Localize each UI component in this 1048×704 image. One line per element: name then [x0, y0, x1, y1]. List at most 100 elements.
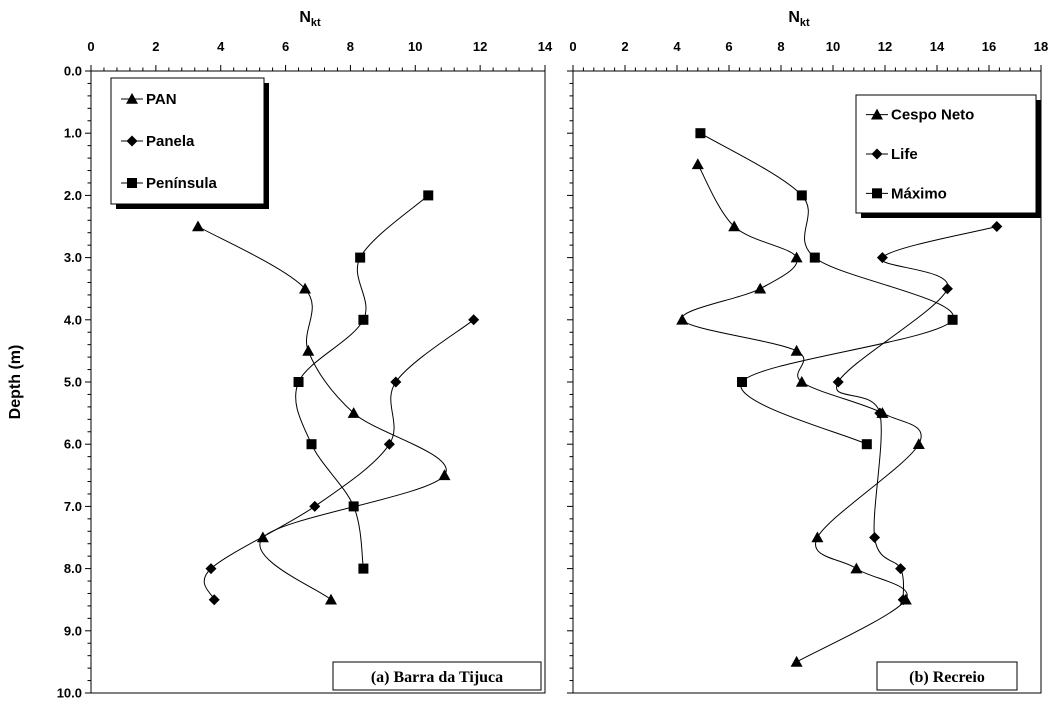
legend-marker-maximo	[872, 188, 882, 199]
x-tick-label: 4	[673, 39, 681, 54]
panel-label-box	[332, 661, 542, 691]
legend-label-maximo: Máximo	[891, 185, 947, 202]
x-axis-title-main: N	[299, 9, 311, 26]
data-point-peninsula	[423, 190, 434, 201]
x-axis-title: Nkt	[788, 9, 810, 29]
data-point-peninsula	[306, 439, 317, 450]
x-axis-title: Nkt	[299, 9, 321, 29]
data-point-maximo	[737, 377, 747, 387]
data-point-panela	[383, 438, 395, 450]
legend-label-life: Life	[891, 146, 918, 163]
data-point-life	[895, 563, 907, 575]
x-tick-label: 2	[621, 39, 628, 54]
panel-label: (b) Recreio	[909, 669, 985, 686]
data-point-life	[941, 283, 953, 295]
x-axis-title-subscript: kt	[311, 17, 321, 29]
data-point-cespo-neto	[790, 655, 803, 667]
y-tick-label: 0.0	[64, 64, 82, 79]
data-point-cespo-neto	[790, 251, 803, 263]
x-tick-label: 8	[347, 39, 354, 54]
data-point-cespo-neto	[676, 313, 689, 325]
series-panela	[203, 314, 480, 606]
data-point-panela	[390, 376, 402, 388]
data-point-maximo	[861, 439, 872, 450]
data-point-panela	[208, 594, 220, 606]
x-axis-title-subscript: kt	[800, 17, 810, 29]
data-point-life	[874, 407, 886, 419]
y-axis-title: Depth (m)	[7, 345, 24, 420]
y-tick-label: 2.0	[64, 188, 82, 203]
panel-label: (a) Barra da Tijuca	[371, 669, 503, 686]
data-point-pan	[438, 469, 451, 481]
x-tick-label: 18	[1034, 39, 1048, 54]
x-tick-label: 4	[217, 39, 225, 54]
series-line-panela	[203, 319, 474, 600]
legend: Cespo Neto Life Máximo	[855, 94, 1041, 218]
data-point-maximo	[809, 252, 820, 263]
series-cespo-neto	[676, 158, 925, 667]
series-peninsula	[293, 190, 434, 574]
series-pan	[192, 220, 451, 605]
data-point-life	[991, 221, 1003, 232]
y-tick-label: 10.0	[57, 686, 82, 701]
legend-marker-panela	[126, 135, 138, 147]
chart-panel-barra-da-tijuca: 0 2 4 6 8 10 12 14 0.0 1.0 2.0 3.0 4.0 5.0 6.0 7.0 8.0 9.…	[7, 9, 553, 701]
data-point-pan	[192, 220, 205, 232]
data-point-cespo-neto	[728, 220, 741, 232]
x-tick-label: 14	[930, 39, 945, 54]
x-tick-label: 16	[982, 39, 996, 54]
series-life	[832, 221, 1003, 606]
data-point-maximo	[796, 190, 807, 201]
data-point-life	[897, 594, 909, 606]
data-point-life	[869, 532, 881, 543]
data-point-peninsula	[358, 563, 369, 574]
data-point-pan	[347, 407, 360, 418]
data-point-cespo-neto	[691, 158, 704, 170]
data-point-maximo	[695, 128, 706, 139]
x-tick-label: 10	[408, 39, 422, 54]
legend: PAN Panela Península	[110, 77, 269, 209]
y-tick-label: 3.0	[64, 250, 82, 265]
data-point-pan	[299, 282, 312, 294]
legend-marker-pan	[126, 93, 138, 104]
data-point-cespo-neto	[811, 531, 824, 543]
data-point-cespo-neto	[790, 344, 803, 356]
data-point-pan	[324, 593, 337, 605]
y-tick-label: 6.0	[64, 437, 82, 452]
data-point-peninsula	[348, 501, 359, 512]
y-tick-label: 7.0	[64, 499, 82, 514]
legend-label-cespo-neto: Cespo Neto	[891, 107, 974, 124]
data-point-pan	[302, 344, 315, 356]
data-point-life	[832, 376, 844, 388]
x-axis-title-main: N	[788, 9, 800, 26]
x-tick-label: 12	[878, 39, 892, 54]
series-line-peninsula	[295, 195, 429, 569]
data-point-peninsula	[358, 314, 369, 325]
legend-marker-cespo-neto	[871, 108, 883, 120]
data-point-life	[876, 252, 888, 264]
x-tick-label: 2	[152, 39, 159, 54]
legend-marker-peninsula	[127, 178, 137, 188]
x-tick-label: 0	[87, 39, 94, 54]
x-tick-label: 8	[777, 39, 784, 54]
series-line-life	[835, 226, 997, 600]
x-tick-label: 14	[538, 39, 553, 54]
data-point-panela	[309, 500, 321, 512]
data-point-cespo-neto	[912, 438, 925, 449]
x-tick-label: 10	[826, 39, 840, 54]
data-point-peninsula	[293, 377, 304, 387]
data-point-cespo-neto	[795, 376, 808, 387]
data-point-peninsula	[355, 252, 366, 263]
y-tick-label: 9.0	[64, 623, 82, 638]
x-tick-label: 12	[473, 39, 487, 54]
x-tick-label: 6	[282, 39, 289, 54]
legend-label-peninsula: Península	[146, 175, 218, 192]
legend-label-panela: Panela	[146, 133, 195, 150]
x-tick-label: 0	[569, 39, 576, 54]
panel-label-box	[876, 661, 1018, 691]
y-tick-label: 5.0	[64, 375, 82, 390]
x-tick-label: 6	[725, 39, 732, 54]
y-tick-label: 4.0	[64, 312, 82, 327]
data-point-maximo	[947, 314, 958, 325]
series-line-pan	[197, 226, 447, 601]
